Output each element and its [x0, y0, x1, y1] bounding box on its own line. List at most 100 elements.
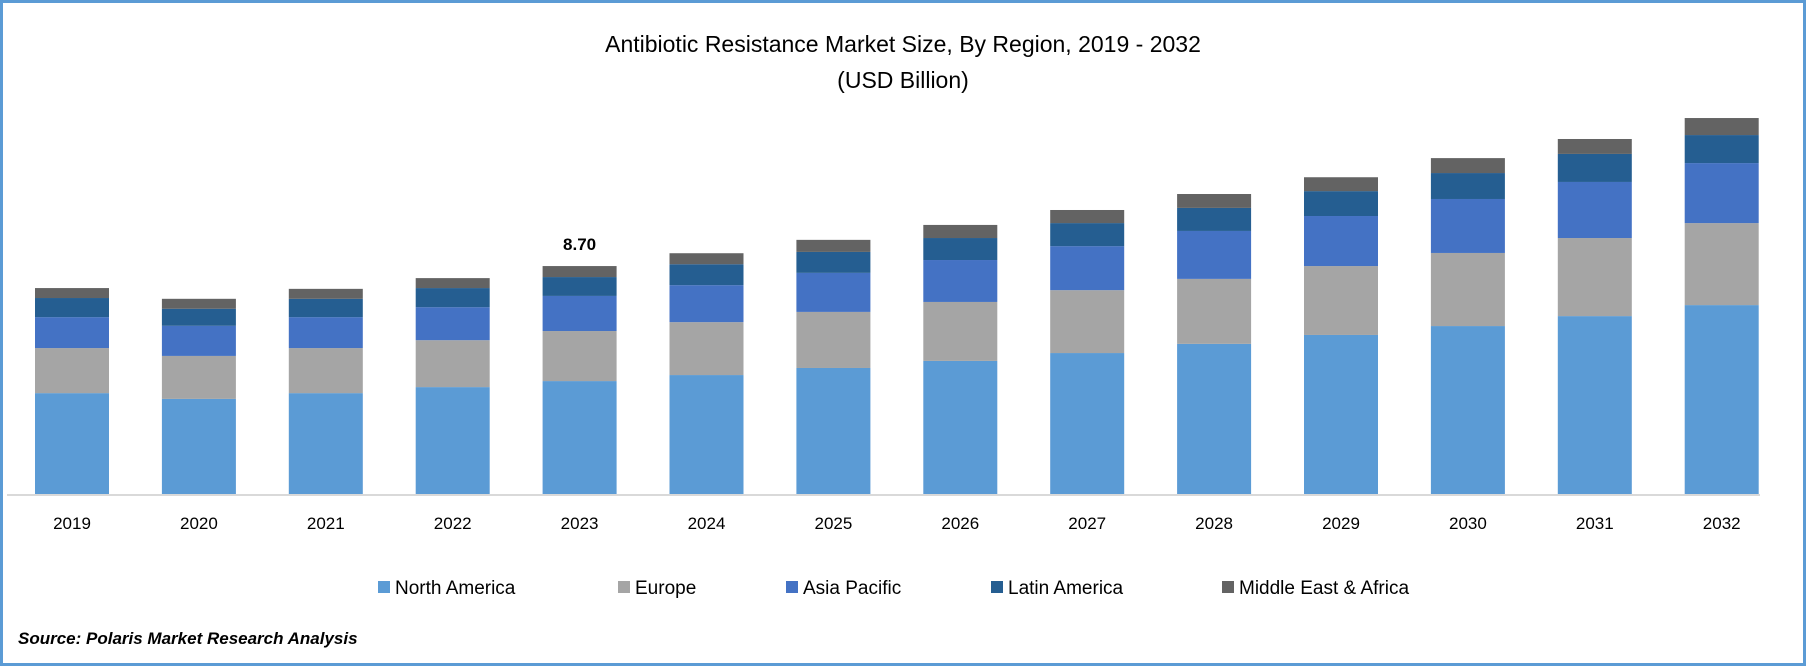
x-tick-label: 2023: [561, 514, 599, 533]
bar-segment-north-america-2023: [542, 381, 617, 494]
bar-segment-middle-east-africa-2025: [796, 239, 871, 252]
legend-swatch: [618, 581, 630, 593]
bar-segment-latin-america-2023: [542, 277, 617, 296]
bar-segment-middle-east-africa-2027: [1050, 209, 1125, 224]
bar-segment-north-america-2020: [161, 398, 236, 494]
bar-segment-asia-pacific-2023: [542, 295, 617, 332]
x-tick-label: 2025: [814, 514, 852, 533]
bar-segment-asia-pacific-2022: [415, 307, 490, 341]
bar-segment-europe-2024: [669, 322, 744, 376]
bar-segment-latin-america-2030: [1430, 173, 1505, 199]
bar-segment-latin-america-2020: [161, 308, 236, 326]
legend-swatch: [991, 581, 1003, 593]
bar-segment-europe-2032: [1684, 223, 1759, 306]
bar-segment-latin-america-2022: [415, 288, 490, 308]
bar-segment-north-america-2028: [1177, 343, 1252, 494]
bar-segment-asia-pacific-2032: [1684, 163, 1759, 224]
bar-segment-north-america-2019: [35, 393, 109, 494]
bar-segment-asia-pacific-2030: [1430, 198, 1505, 253]
bar-segment-europe-2031: [1557, 238, 1632, 317]
bar-segment-north-america-2025: [796, 367, 871, 494]
bar-segment-asia-pacific-2026: [923, 260, 998, 302]
data-labels: 8.70: [563, 235, 596, 254]
bar-segment-asia-pacific-2020: [161, 325, 236, 356]
x-tick-label: 2028: [1195, 514, 1233, 533]
bar-segment-north-america-2031: [1557, 316, 1632, 494]
bar-segment-middle-east-africa-2024: [669, 253, 744, 265]
bar-segment-asia-pacific-2021: [288, 317, 363, 349]
x-tick-label: 2024: [688, 514, 726, 533]
bar-segment-north-america-2026: [923, 360, 998, 494]
bar-segment-europe-2019: [35, 348, 109, 394]
legend-swatch: [1222, 581, 1234, 593]
bar-segment-asia-pacific-2027: [1050, 246, 1125, 291]
source-note: Source: Polaris Market Research Analysis: [18, 629, 358, 648]
bar-segment-latin-america-2025: [796, 251, 871, 273]
legend-item: Europe: [618, 578, 696, 599]
legend-swatch: [786, 581, 798, 593]
x-tick-label: 2019: [53, 514, 91, 533]
legend-item: Middle East & Africa: [1222, 578, 1409, 599]
bar-segment-middle-east-africa-2020: [161, 298, 236, 309]
bar-segment-latin-america-2027: [1050, 223, 1125, 247]
legend-swatch: [378, 581, 390, 593]
bar-segment-latin-america-2021: [288, 298, 363, 318]
bar-segment-europe-2028: [1177, 278, 1252, 344]
bar-segment-europe-2022: [415, 340, 490, 388]
bar-segment-latin-america-2024: [669, 264, 744, 286]
x-tick-label: 2026: [941, 514, 979, 533]
legend-label: Europe: [635, 578, 696, 599]
bar-segment-europe-2023: [542, 331, 617, 382]
legend-item: North America: [378, 578, 516, 599]
bar-segment-middle-east-africa-2021: [288, 288, 363, 299]
x-tick-label: 2032: [1703, 514, 1741, 533]
legend-label: Asia Pacific: [803, 578, 901, 599]
bar-segment-middle-east-africa-2028: [1177, 194, 1252, 208]
bar-segment-north-america-2022: [415, 387, 490, 494]
bar-segment-middle-east-africa-2023: [542, 266, 617, 278]
legend-label: Latin America: [1008, 578, 1124, 599]
bar-segment-middle-east-africa-2026: [923, 224, 998, 239]
chart-title: Antibiotic Resistance Market Size, By Re…: [605, 31, 1201, 57]
x-tick-labels: 2019 2020 2021 2022 2023 2024 2025 2026 2027 2028…: [53, 514, 1741, 533]
bar-segment-north-america-2027: [1050, 353, 1125, 494]
bar-segment-asia-pacific-2028: [1177, 230, 1252, 279]
bar-segment-north-america-2030: [1430, 326, 1505, 494]
bar-segment-middle-east-africa-2030: [1430, 158, 1505, 174]
chart-subtitle: (USD Billion): [837, 67, 969, 93]
legend-label: Middle East & Africa: [1239, 578, 1409, 599]
bar-segment-latin-america-2026: [923, 238, 998, 261]
bar-segment-north-america-2029: [1304, 334, 1378, 494]
bar-segment-asia-pacific-2031: [1557, 181, 1632, 239]
bar-segment-europe-2030: [1430, 252, 1505, 327]
bar-segment-middle-east-africa-2031: [1557, 138, 1632, 154]
bar-segment-europe-2020: [161, 355, 236, 399]
x-tick-label: 2029: [1322, 514, 1360, 533]
legend-item: Latin America: [991, 578, 1124, 599]
x-tick-label: 2031: [1576, 514, 1614, 533]
bar-segment-middle-east-africa-2019: [35, 288, 109, 299]
bar-segment-asia-pacific-2024: [669, 285, 744, 323]
bar-segment-europe-2021: [288, 348, 363, 394]
bar-segment-europe-2025: [796, 311, 871, 368]
data-label: 8.70: [563, 235, 596, 254]
bar-segment-asia-pacific-2025: [796, 272, 871, 312]
legend-item: Asia Pacific: [786, 578, 901, 599]
legend: North America Europe Asia Pacific Latin Ame…: [378, 578, 1409, 599]
bar-segment-middle-east-africa-2032: [1684, 118, 1759, 136]
x-tick-label: 2021: [307, 514, 345, 533]
x-tick-label: 2020: [180, 514, 218, 533]
bar-segment-europe-2027: [1050, 290, 1125, 354]
bar-segment-north-america-2032: [1684, 305, 1759, 494]
bar-segment-latin-america-2029: [1304, 191, 1378, 217]
bar-segment-asia-pacific-2029: [1304, 216, 1378, 267]
bar-segment-latin-america-2032: [1684, 135, 1759, 164]
x-tick-label: 2022: [434, 514, 472, 533]
bar-segment-asia-pacific-2019: [35, 317, 109, 349]
x-tick-label: 2027: [1068, 514, 1106, 533]
bars: [35, 118, 1759, 494]
bar-segment-latin-america-2019: [35, 298, 109, 318]
bar-segment-latin-america-2028: [1177, 207, 1252, 231]
bar-segment-europe-2029: [1304, 266, 1378, 335]
